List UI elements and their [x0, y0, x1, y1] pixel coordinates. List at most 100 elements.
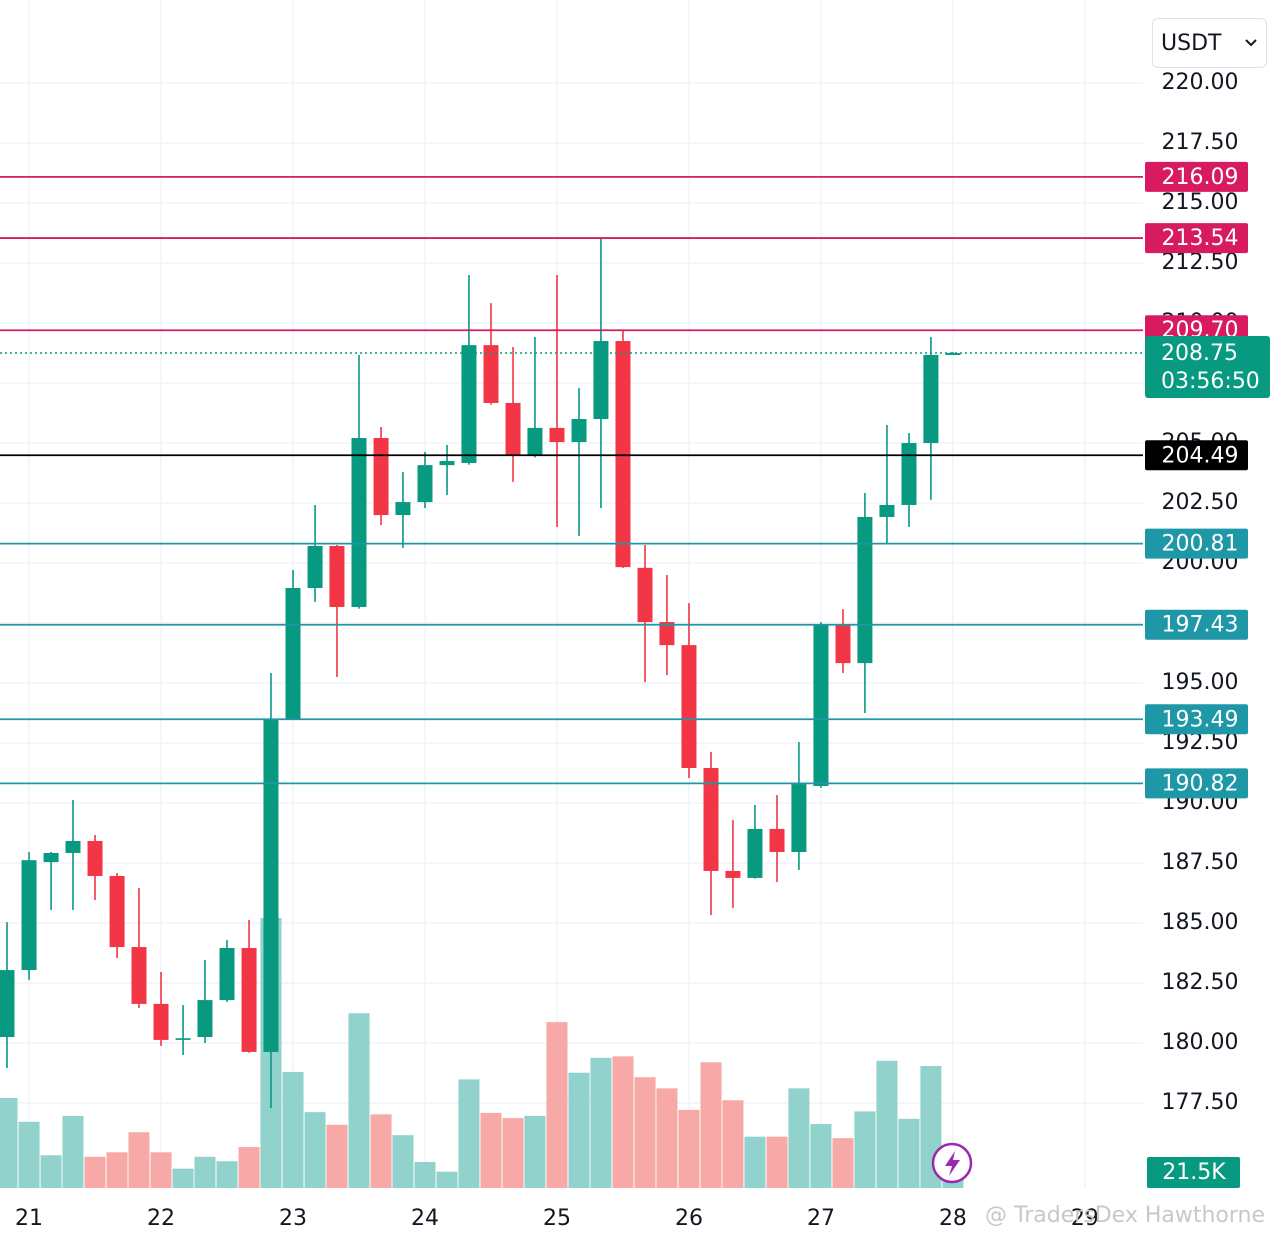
volume-bar — [348, 1013, 370, 1188]
candle-body — [835, 624, 851, 664]
candle-body — [747, 828, 763, 878]
volume-bar — [568, 1072, 590, 1188]
candle-body — [219, 948, 235, 1001]
volume-bar — [84, 1156, 106, 1188]
current-price-label: 208.75 — [1161, 341, 1238, 366]
x-tick-label: 28 — [939, 1206, 967, 1231]
candles — [0, 237, 961, 1109]
volume-bar — [700, 1062, 722, 1188]
x-tick-label: 22 — [147, 1206, 175, 1231]
volume-bar — [612, 1056, 634, 1188]
volume-bar — [150, 1152, 172, 1188]
currency-selector[interactable]: USDT — [1152, 18, 1267, 68]
volume-bar — [788, 1088, 810, 1188]
volume-bar — [898, 1118, 920, 1188]
level-label: 193.49 — [1162, 707, 1239, 732]
candle-body — [175, 1038, 191, 1040]
y-tick-label: 180.00 — [1162, 1030, 1239, 1055]
volume-bar — [876, 1060, 898, 1188]
volume-bar — [546, 1022, 568, 1188]
x-tick-label: 23 — [279, 1206, 307, 1231]
quick-action-button[interactable] — [931, 1142, 973, 1184]
countdown: 03:56:50 — [1161, 369, 1260, 394]
volume-bar — [304, 1112, 326, 1188]
volume-bar — [458, 1079, 480, 1188]
y-tick-label: 182.50 — [1162, 970, 1239, 995]
level-label-box — [1145, 440, 1248, 471]
level-label: 213.54 — [1162, 226, 1239, 251]
dropdown-caret — [1245, 39, 1257, 47]
candle-body — [65, 840, 81, 853]
candle-body — [0, 970, 15, 1038]
candle-body — [153, 1003, 169, 1040]
candle-body — [615, 341, 631, 568]
candle-body — [923, 354, 939, 444]
candle-body — [109, 876, 125, 948]
x-tick-label: 27 — [807, 1206, 835, 1231]
candle-body — [439, 461, 455, 466]
candle-body — [879, 504, 895, 517]
level-label: 200.81 — [1162, 532, 1239, 557]
candle-body — [703, 768, 719, 871]
volume-bar — [326, 1124, 348, 1188]
y-tick-label: 215.00 — [1162, 190, 1239, 215]
volume-bar — [106, 1152, 128, 1188]
volume-label-box — [1147, 1157, 1240, 1188]
candle-body — [945, 353, 961, 355]
volume-bar — [392, 1135, 414, 1188]
candle-body — [241, 948, 257, 1052]
candle-body — [417, 465, 433, 503]
y-tick-label: 195.00 — [1162, 670, 1239, 695]
candle-body — [263, 719, 279, 1052]
y-tick-label: 217.50 — [1162, 130, 1239, 155]
volume-bar — [194, 1156, 216, 1188]
candle-body — [131, 947, 147, 1004]
candle-body — [87, 840, 103, 876]
levels — [0, 175, 1143, 785]
candle-body — [791, 784, 807, 852]
candle-body — [681, 645, 697, 768]
volume-bar — [678, 1109, 700, 1188]
x-tick-label: 26 — [675, 1206, 703, 1231]
candle-body — [593, 341, 609, 420]
volume-bar — [524, 1115, 546, 1188]
y-tick-label: 220.00 — [1162, 70, 1239, 95]
level-label-box — [1145, 609, 1248, 640]
volume-bar — [216, 1161, 238, 1188]
y-tick-label: 202.50 — [1162, 490, 1239, 515]
volume-bar — [832, 1138, 854, 1188]
volume-bar — [370, 1114, 392, 1188]
candle-body — [395, 502, 411, 516]
candle-body — [43, 852, 59, 863]
watermark: @ TradersDex Hawthorne — [985, 1203, 1265, 1228]
candle-body — [21, 860, 37, 971]
volume-bar — [414, 1161, 436, 1188]
candle-body — [351, 438, 367, 607]
y-tick-label: 185.00 — [1162, 910, 1239, 935]
volume-bar — [62, 1115, 84, 1188]
y-tick-label: 212.50 — [1162, 250, 1239, 275]
candle-body — [307, 546, 323, 588]
candle-body — [571, 419, 587, 443]
x-tick-label: 21 — [15, 1206, 43, 1231]
current-price-box — [1145, 336, 1270, 399]
level-label-box — [1145, 704, 1248, 735]
volume-bar — [0, 1098, 18, 1188]
volume-bar — [634, 1077, 656, 1188]
level-label-box — [1145, 223, 1248, 254]
candle-body — [813, 624, 829, 786]
volume-bar — [766, 1136, 788, 1188]
candle-body — [725, 870, 741, 878]
volume-bar — [656, 1088, 678, 1188]
candle-body — [373, 438, 389, 516]
level-label-box — [1145, 161, 1248, 192]
volume-label: 21.5K — [1162, 1160, 1226, 1185]
candle-body — [549, 427, 565, 443]
x-tick-label: 25 — [543, 1206, 571, 1231]
candle-body — [461, 345, 477, 463]
volume-bar — [436, 1171, 458, 1188]
level-label: 204.49 — [1162, 443, 1239, 468]
x-tick-label: 29 — [1071, 1206, 1099, 1231]
